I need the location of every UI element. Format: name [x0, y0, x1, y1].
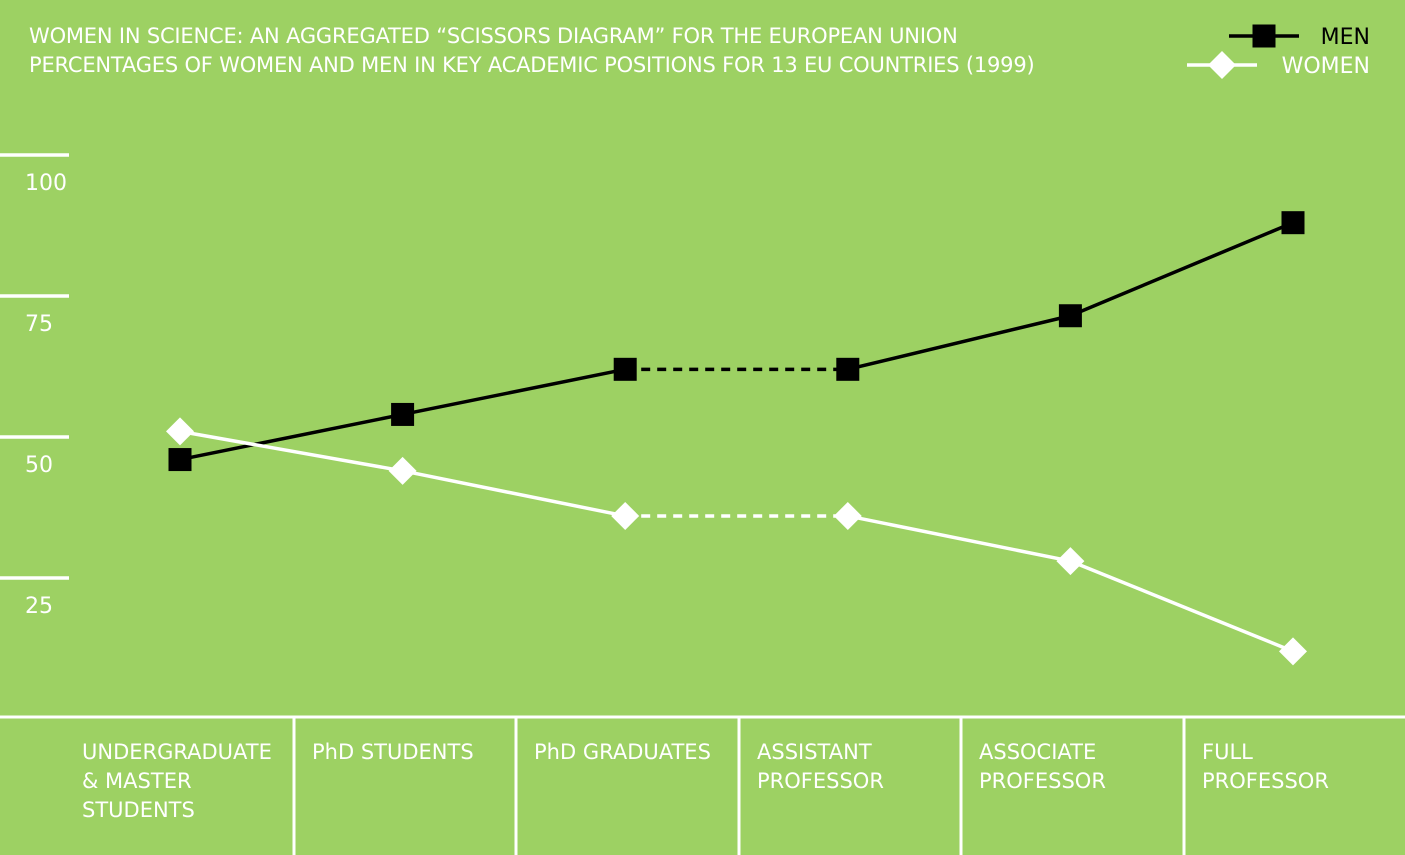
- legend-label-women: WOMEN: [1282, 54, 1370, 79]
- category-label-4: ASSISTANT PROFESSOR: [757, 740, 884, 793]
- men-point-4: [836, 357, 860, 381]
- category-label-3: PhD GRADUATES: [534, 740, 711, 764]
- women-point-4: [833, 501, 862, 530]
- chart-title: WOMEN IN SCIENCE: AN AGGREGATED “SCISSOR…: [29, 24, 958, 48]
- women-point-3: [611, 501, 640, 530]
- category-label-1: UNDERGRADUATE & MASTER STUDENTS: [82, 740, 272, 822]
- women-point-2: [388, 456, 417, 485]
- women-point-6: [1279, 637, 1307, 666]
- y-tick-label-25: 25: [25, 594, 53, 619]
- men-segment-4: [847, 314, 1071, 372]
- legend-marker-women: [1208, 51, 1236, 79]
- men-point-6: [1281, 211, 1305, 235]
- men-point-3: [613, 357, 637, 381]
- women-point-5: [1056, 547, 1085, 576]
- women-segment-5: [1069, 559, 1294, 653]
- men-point-2: [391, 402, 415, 426]
- women-point-1: [166, 417, 194, 446]
- men-point-5: [1058, 304, 1082, 328]
- women-segment-2: [402, 469, 626, 518]
- category-label-5: ASSOCIATE PROFESSOR: [979, 740, 1106, 793]
- chart-subtitle: PERCENTAGES OF WOMEN AND MEN IN KEY ACAD…: [29, 53, 1035, 77]
- category-label-6: FULL PROFESSOR: [1202, 740, 1329, 793]
- women-segment-4: [847, 514, 1071, 563]
- men-segment-2: [402, 367, 626, 417]
- men-point-1: [168, 448, 192, 472]
- women-segment-1: [179, 429, 403, 473]
- men-segment-1: [179, 412, 403, 462]
- chart-title-block: WOMEN IN SCIENCE: AN AGGREGATED “SCISSOR…: [29, 22, 1035, 80]
- legend-marker-men: [1252, 24, 1276, 48]
- y-tick-label-75: 75: [25, 312, 53, 337]
- y-tick-label-100: 100: [25, 171, 67, 196]
- men-segment-5: [1069, 221, 1294, 318]
- category-label-2: PhD STUDENTS: [312, 740, 474, 764]
- legend-label-men: MEN: [1321, 25, 1370, 50]
- y-tick-label-50: 50: [25, 453, 53, 478]
